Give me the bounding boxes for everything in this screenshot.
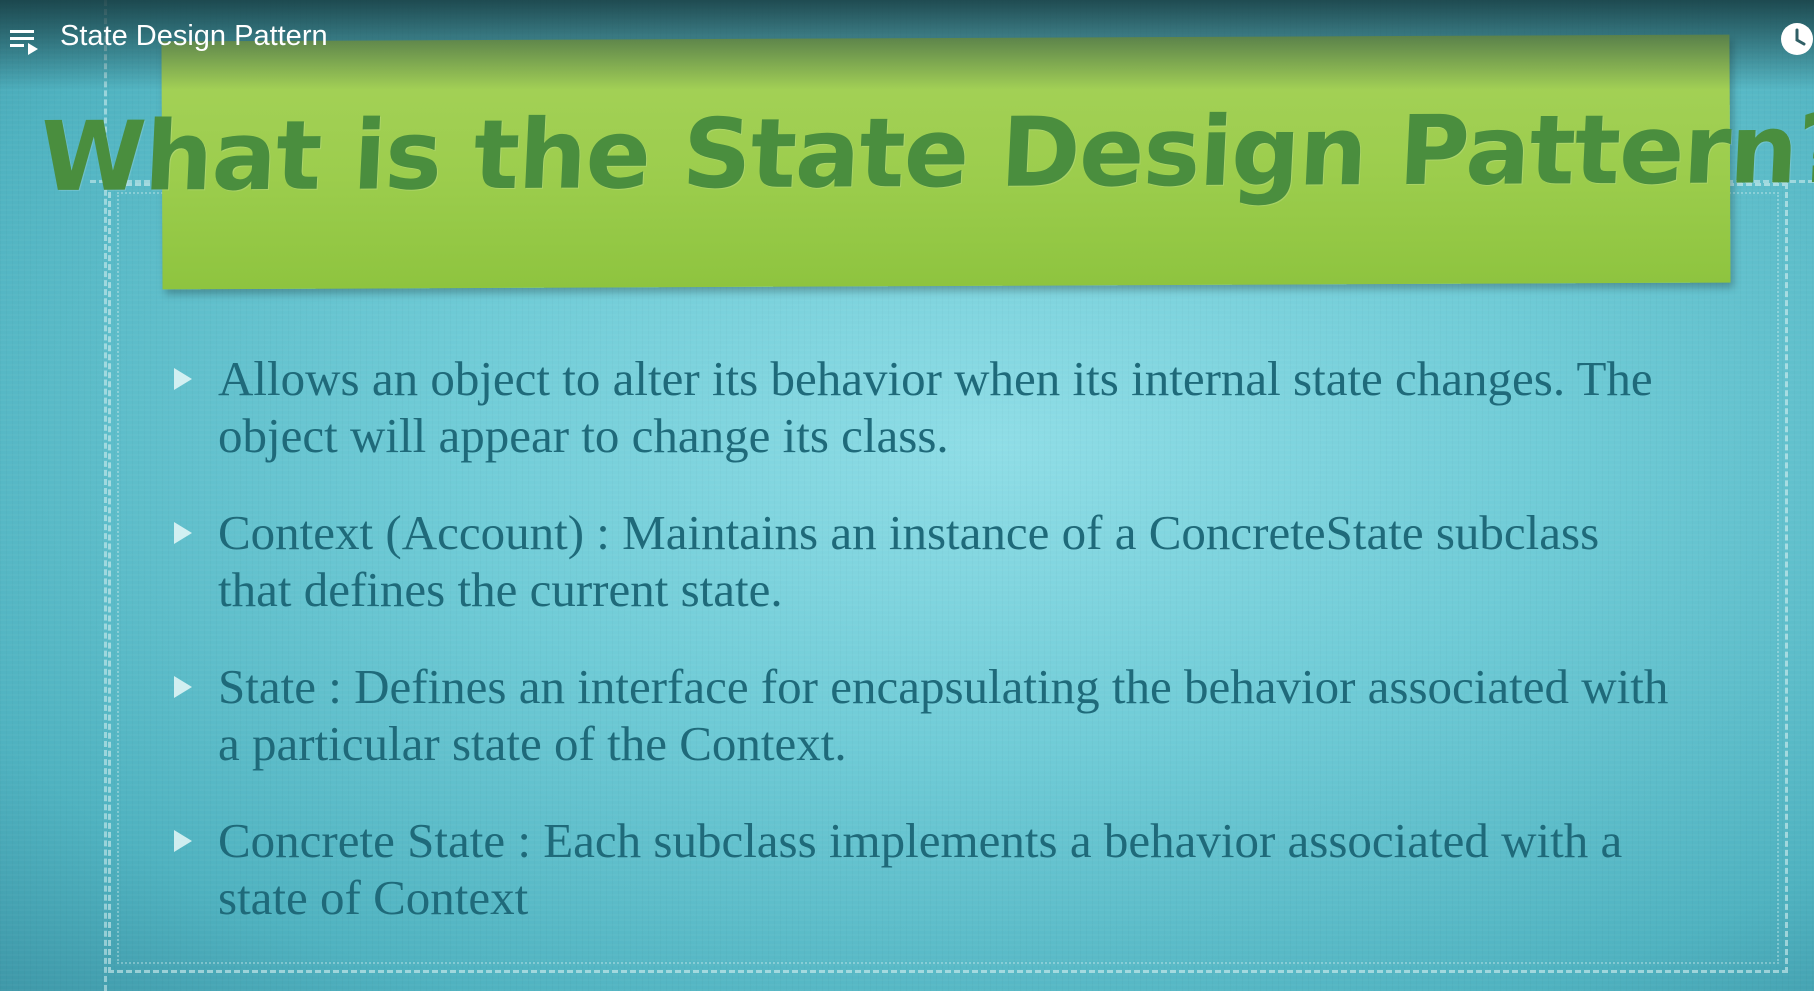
bullet-item: State : Defines an interface for encapsu… — [170, 658, 1670, 772]
bullet-text: State : Defines an interface for encapsu… — [218, 659, 1669, 771]
bullet-arrow-icon — [174, 522, 192, 544]
slide-title: What is the State Design Pattern? — [37, 93, 1814, 213]
bullet-list: Allows an object to alter its behavior w… — [170, 350, 1670, 966]
bullet-arrow-icon — [174, 830, 192, 852]
player-top-bar: State Design Pattern — [0, 0, 1814, 80]
bullet-item: Allows an object to alter its behavior w… — [170, 350, 1670, 464]
clock-icon[interactable] — [1780, 22, 1814, 56]
bullet-item: Concrete State : Each subclass implement… — [170, 812, 1670, 926]
bullet-arrow-icon — [174, 676, 192, 698]
bullet-text: Concrete State : Each subclass implement… — [218, 813, 1623, 925]
bullet-text: Allows an object to alter its behavior w… — [218, 351, 1653, 463]
bullet-item: Context (Account) : Maintains an instanc… — [170, 504, 1670, 618]
bullet-text: Context (Account) : Maintains an instanc… — [218, 505, 1600, 617]
video-title-link[interactable]: State Design Pattern — [60, 20, 328, 52]
bullet-arrow-icon — [174, 368, 192, 390]
stitch-decoration-left — [104, 0, 107, 991]
playlist-icon[interactable] — [10, 28, 42, 56]
player-top-gradient — [0, 0, 1814, 90]
